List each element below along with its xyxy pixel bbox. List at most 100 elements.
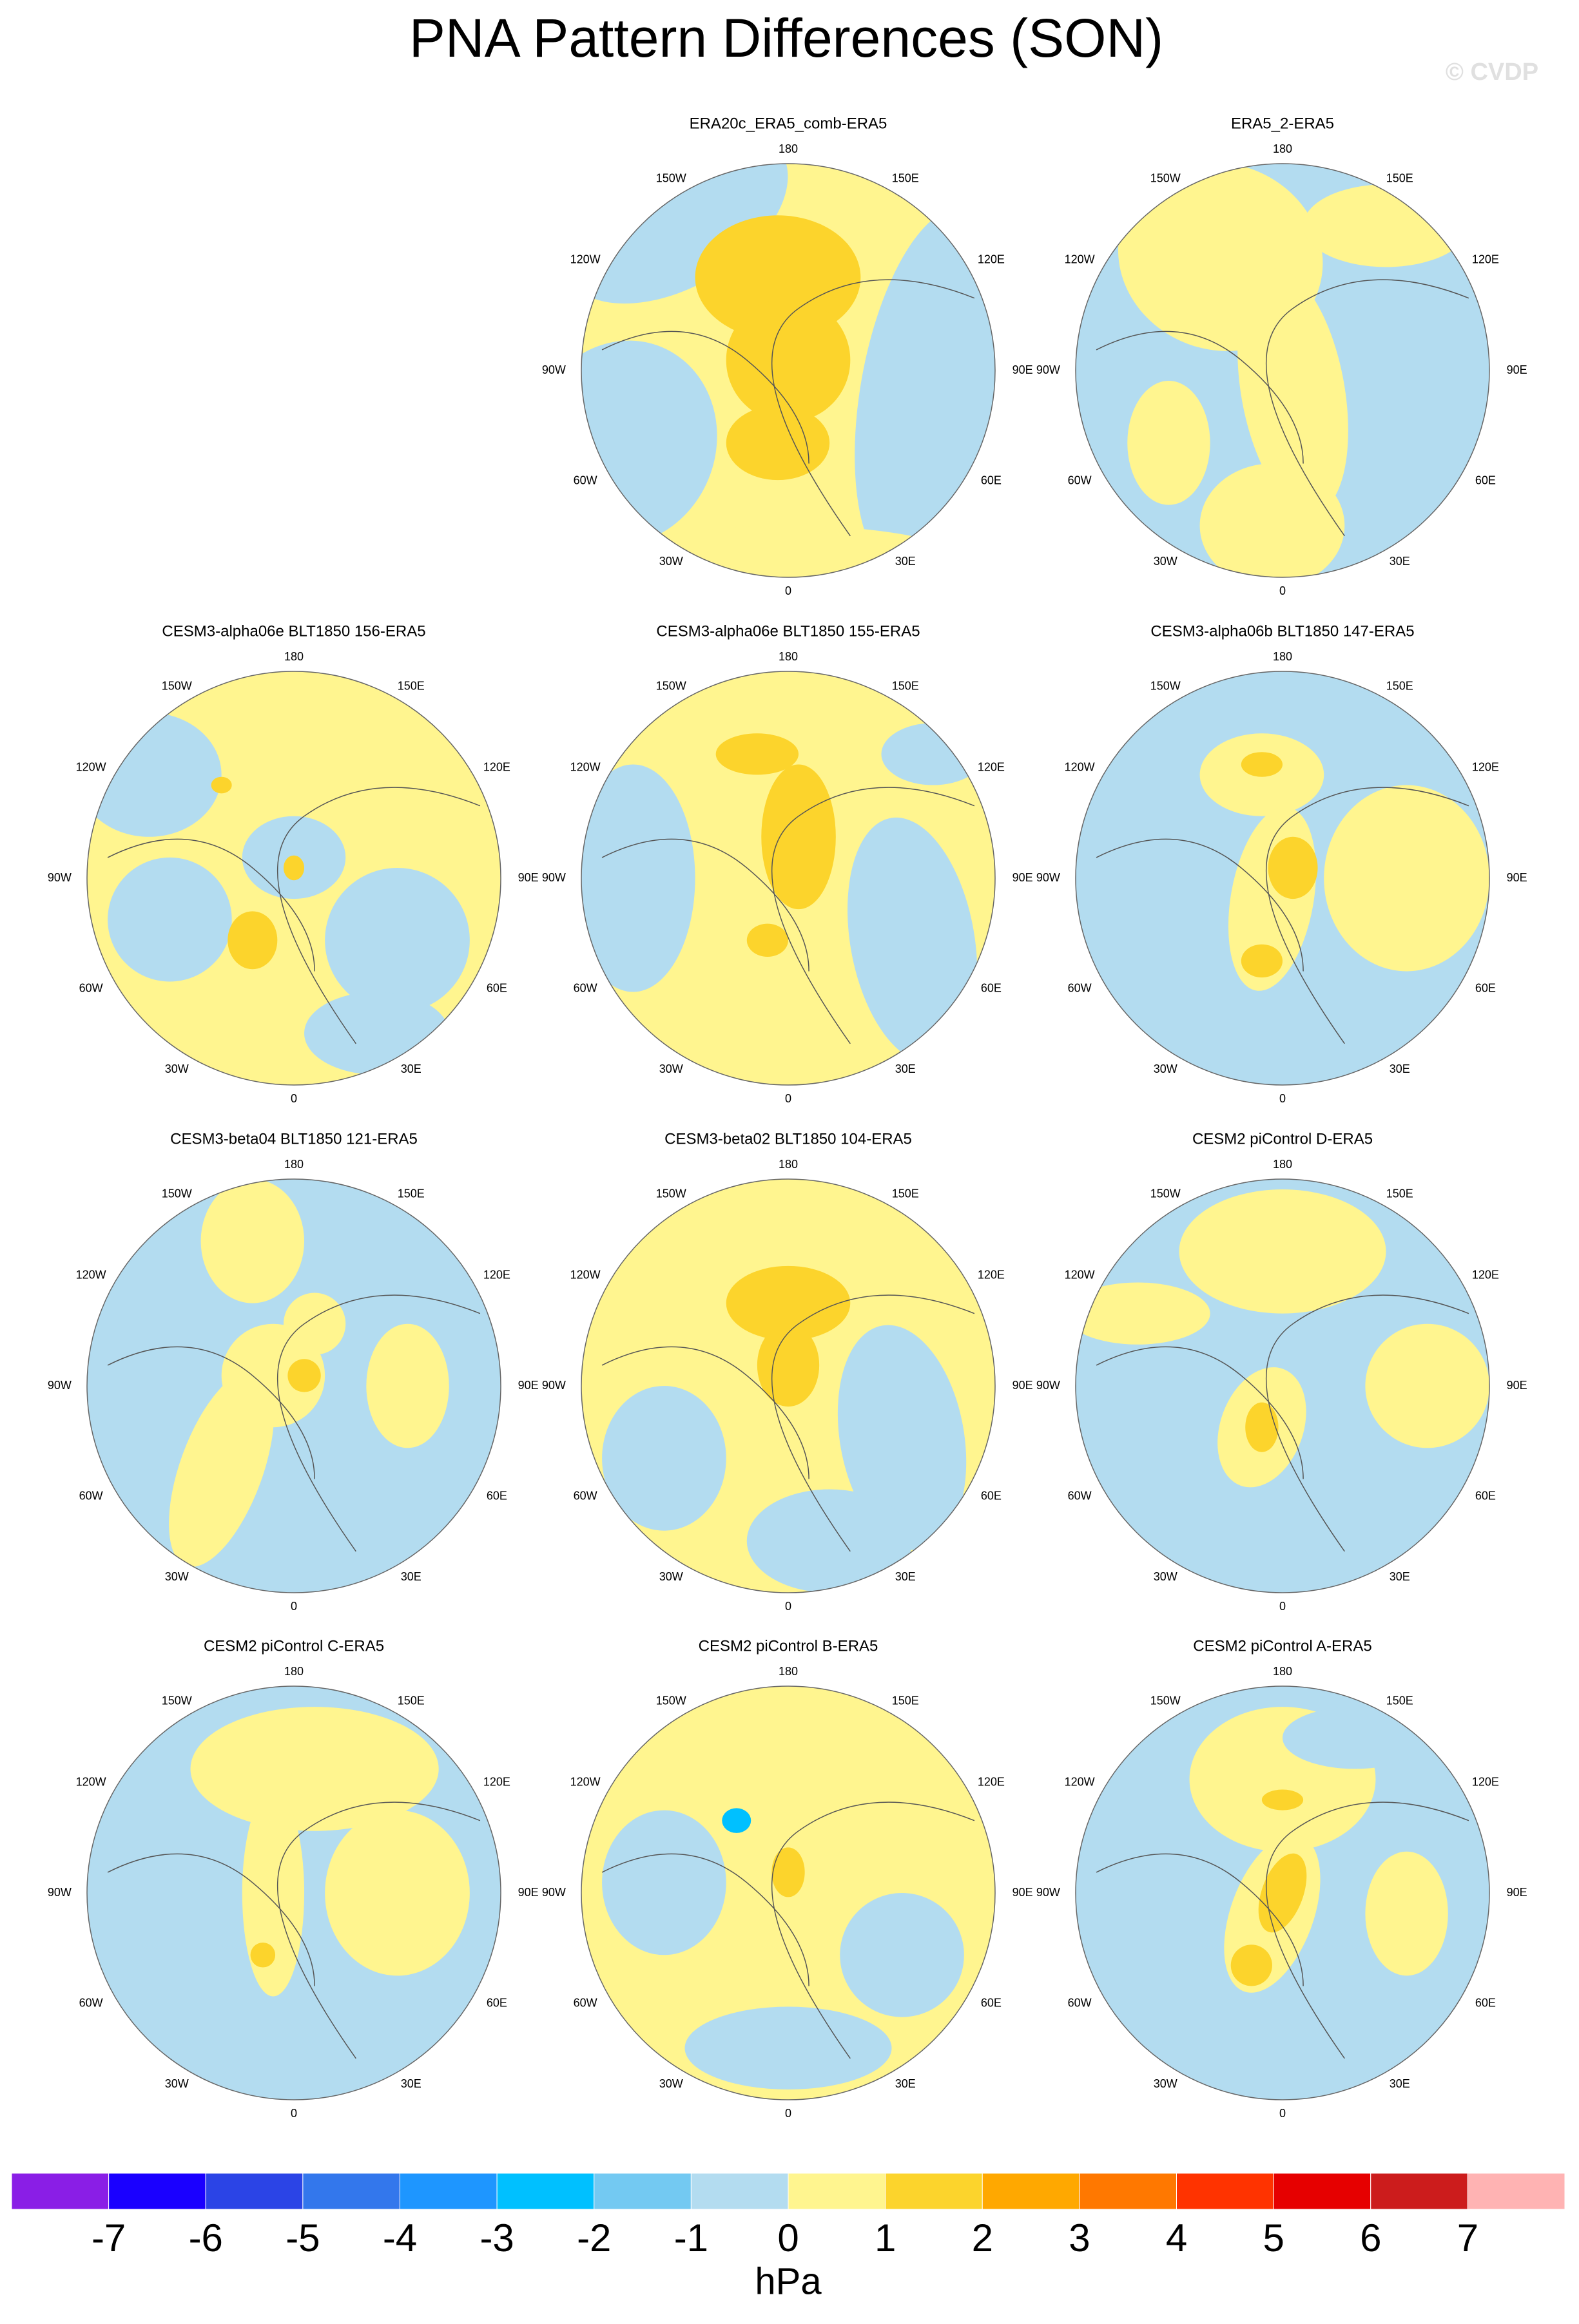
- anomaly-region: [881, 723, 985, 785]
- longitude-label: 30E: [1390, 1570, 1410, 1583]
- longitude-label: 30E: [401, 1062, 421, 1075]
- map-fill: [87, 1686, 501, 2100]
- anomaly-region: [250, 1943, 276, 1968]
- map-panel: ERA5_2-ERA5 0 30E 60E 90E 120E 150E 180 150W 120W…: [1036, 115, 1527, 597]
- longitude-label: 150W: [162, 680, 192, 693]
- longitude-label: 150W: [656, 1187, 686, 1200]
- longitude-label: 120W: [1065, 1775, 1095, 1788]
- longitude-label: 90E: [1012, 871, 1033, 884]
- longitude-label: 60E: [487, 1489, 507, 1502]
- colorbar-box: [788, 2173, 886, 2210]
- panel-title: CESM2 piControl D-ERA5: [1192, 1130, 1373, 1148]
- longitude-label: 150E: [398, 1187, 425, 1200]
- longitude-label: 30W: [1154, 2077, 1177, 2090]
- longitude-label: 30E: [895, 2077, 916, 2090]
- anomaly-region: [726, 405, 830, 481]
- anomaly-region: [771, 1847, 805, 1897]
- anomaly-region: [1127, 381, 1210, 505]
- anomaly-region: [108, 857, 232, 982]
- longitude-label: 60E: [981, 1489, 1002, 1502]
- map-panel: CESM3-beta02 BLT1850 104-ERA5 0 30E 60E 90E 1…: [542, 1130, 1033, 1612]
- map-fill: [1076, 1179, 1489, 1593]
- anomaly-region: [87, 713, 222, 837]
- colorbar-units: hPa: [755, 2260, 822, 2302]
- anomaly-region: [283, 855, 305, 881]
- map-border: [86, 671, 501, 1086]
- anomaly-region: [746, 923, 788, 957]
- longitude-label: 30W: [659, 1062, 683, 1075]
- colorbar-box: [400, 2173, 498, 2210]
- longitude-label: 120E: [483, 1775, 510, 1788]
- coastline: [1096, 279, 1469, 537]
- longitude-label: 0: [1279, 2107, 1286, 2120]
- longitude-label: 150E: [892, 172, 919, 185]
- longitude-label: 180: [1273, 1158, 1292, 1171]
- map-panel: ERA20c_ERA5_comb-ERA5 0 30E 60E 90E 120E 150E 1…: [542, 115, 1033, 597]
- longitude-label: 120W: [1065, 1268, 1095, 1281]
- longitude-label: 120W: [1065, 253, 1095, 265]
- longitude-label: 90W: [542, 363, 566, 376]
- longitude-label: 180: [1273, 142, 1292, 155]
- anomaly-region: [602, 1386, 726, 1531]
- longitude-label: 180: [779, 650, 798, 663]
- colorbar-label: -1: [674, 2216, 708, 2260]
- anomaly-region: [1230, 1945, 1272, 1986]
- longitude-label: 60W: [1068, 474, 1092, 486]
- map-panel: CESM2 piControl D-ERA5 0 30E 60E 90E 120E 150E…: [1036, 1130, 1527, 1612]
- anomaly-region: [1365, 1851, 1448, 1976]
- longitude-label: 0: [1279, 1092, 1286, 1105]
- anomaly-region: [242, 1789, 305, 1997]
- map-fill: [1076, 164, 1489, 577]
- anomaly-region: [1199, 463, 1345, 577]
- anomaly-region: [1283, 1707, 1428, 1769]
- anomaly-region: [1365, 1323, 1489, 1448]
- colorbar-box: [982, 2173, 1080, 2210]
- panel-title: CESM3-beta04 BLT1850 121-ERA5: [170, 1130, 418, 1148]
- colorbar-box: [108, 2173, 206, 2210]
- longitude-label: 30W: [659, 2077, 683, 2090]
- anomaly-region: [1261, 1789, 1304, 1810]
- colorbar-box: [1079, 2173, 1177, 2210]
- longitude-label: 30W: [659, 555, 683, 568]
- anomaly-region: [366, 1323, 449, 1448]
- map-border: [1075, 1685, 1490, 2100]
- anomaly-region: [304, 992, 449, 1075]
- longitude-label: 150W: [162, 1187, 192, 1200]
- longitude-label: 30E: [401, 1570, 421, 1583]
- longitude-label: 180: [1273, 1665, 1292, 1678]
- longitude-label: 150E: [892, 1187, 919, 1200]
- anomaly-region: [287, 1359, 321, 1392]
- anomaly-region: [1241, 752, 1283, 777]
- longitude-label: 30W: [1154, 555, 1177, 568]
- longitude-label: 90E: [1507, 871, 1527, 884]
- coastline: [1096, 787, 1469, 1044]
- longitude-label: 180: [1273, 650, 1292, 663]
- longitude-label: 0: [785, 1600, 791, 1613]
- anomaly-region: [581, 340, 717, 546]
- panel-title: CESM2 piControl C-ERA5: [204, 1637, 384, 1655]
- colorbar-box: [11, 2173, 110, 2210]
- panel-title: CESM3-alpha06e BLT1850 156-ERA5: [162, 622, 425, 640]
- colorbar-label: 4: [1166, 2216, 1187, 2260]
- anomaly-region: [746, 1489, 913, 1593]
- longitude-label: 60W: [574, 1489, 597, 1502]
- longitude-label: 30W: [1154, 1062, 1177, 1075]
- longitude-label: 150W: [162, 1695, 192, 1707]
- anomaly-region: [1303, 184, 1469, 267]
- panel-title: CESM2 piControl A-ERA5: [1193, 1637, 1371, 1655]
- colorbar-label: -4: [383, 2216, 417, 2260]
- anomaly-region: [1324, 785, 1489, 972]
- anomaly-region: [848, 817, 978, 1063]
- longitude-label: 90W: [1036, 1379, 1060, 1392]
- longitude-label: 180: [284, 1665, 304, 1678]
- map-border: [86, 1685, 501, 2100]
- longitude-label: 90E: [1507, 1379, 1527, 1392]
- colorbar-box: [1370, 2173, 1468, 2210]
- longitude-label: 120W: [76, 1775, 106, 1788]
- colorbar-box: [594, 2173, 692, 2210]
- longitude-label: 150E: [398, 680, 425, 693]
- anomaly-region: [1237, 268, 1348, 514]
- longitude-label: 30E: [895, 1062, 916, 1075]
